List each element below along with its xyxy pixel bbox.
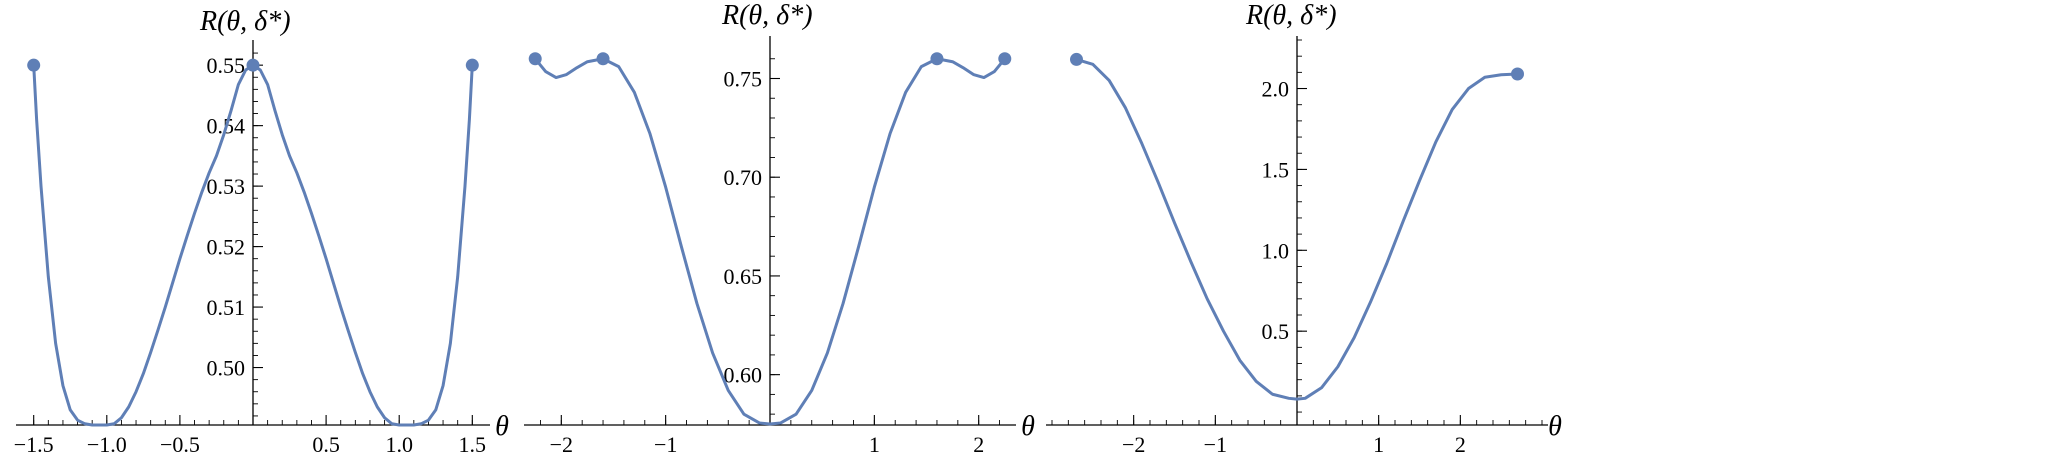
chart-panel-3: −2 −1 1 2 0.5 1.0 1.5 2.0 R(θ, δ*) θ bbox=[1046, 0, 1562, 457]
y-tick-label: 0.50 bbox=[207, 356, 246, 381]
x-axis-label: θ bbox=[1021, 411, 1035, 442]
y-tick-label: 0.5 bbox=[1262, 319, 1290, 344]
y-axis-label: R(θ, δ*) bbox=[721, 0, 813, 31]
data-point bbox=[1511, 67, 1524, 81]
y-axis-label: R(θ, δ*) bbox=[1245, 0, 1337, 31]
data-point bbox=[528, 52, 542, 66]
y-tick-label: 0.52 bbox=[207, 235, 246, 260]
data-point bbox=[1070, 52, 1083, 66]
x-tick-label: −2 bbox=[1122, 432, 1145, 457]
x-tick-label: −2 bbox=[550, 432, 573, 457]
x-tick-label: 1 bbox=[1373, 432, 1384, 457]
y-tick-label: 0.65 bbox=[724, 264, 763, 289]
y-tick-label: 0.75 bbox=[724, 67, 763, 92]
x-tick-label: 1.0 bbox=[385, 432, 413, 457]
risk-curve bbox=[1075, 57, 1519, 401]
data-point bbox=[930, 52, 944, 66]
x-tick-label: 2 bbox=[1455, 432, 1466, 457]
y-tick-label: 0.60 bbox=[724, 363, 763, 388]
data-point bbox=[465, 58, 479, 72]
data-point bbox=[246, 58, 260, 72]
x-tick-label: 0.5 bbox=[312, 432, 340, 457]
data-point bbox=[998, 52, 1012, 66]
y-tick-label: 2.0 bbox=[1262, 77, 1290, 102]
y-tick-label: 1.5 bbox=[1262, 157, 1290, 182]
x-tick-label: −1.5 bbox=[14, 432, 54, 457]
x-axis-label: θ bbox=[1548, 411, 1562, 442]
chart-panel-1: −1.5 −1.0 −0.5 0.5 1.0 1.5 0.50 0.51 0.52 0.53 0.5… bbox=[14, 6, 509, 457]
x-tick-label: 1.5 bbox=[459, 432, 487, 457]
y-tick-label: 0.53 bbox=[207, 174, 246, 199]
y-tick-label: 0.51 bbox=[207, 295, 246, 320]
y-tick-label: 0.55 bbox=[207, 53, 246, 78]
x-tick-label: 2 bbox=[973, 432, 984, 457]
x-tick-label: −1 bbox=[654, 432, 677, 457]
y-tick-label: 1.0 bbox=[1262, 238, 1290, 263]
data-point bbox=[27, 58, 41, 72]
chart-panel-2: −2 −1 1 2 0.60 0.65 0.70 0.75 R(θ, δ*) θ bbox=[524, 0, 1035, 457]
x-tick-label: −1 bbox=[1204, 432, 1227, 457]
x-tick-label: 1 bbox=[869, 432, 880, 457]
x-tick-label: −0.5 bbox=[160, 432, 200, 457]
y-tick-label: 0.70 bbox=[724, 165, 763, 190]
x-axis-label: θ bbox=[495, 411, 509, 442]
y-axis-label: R(θ, δ*) bbox=[199, 6, 291, 37]
x-tick-label: −1.0 bbox=[87, 432, 127, 457]
data-point bbox=[596, 52, 610, 66]
